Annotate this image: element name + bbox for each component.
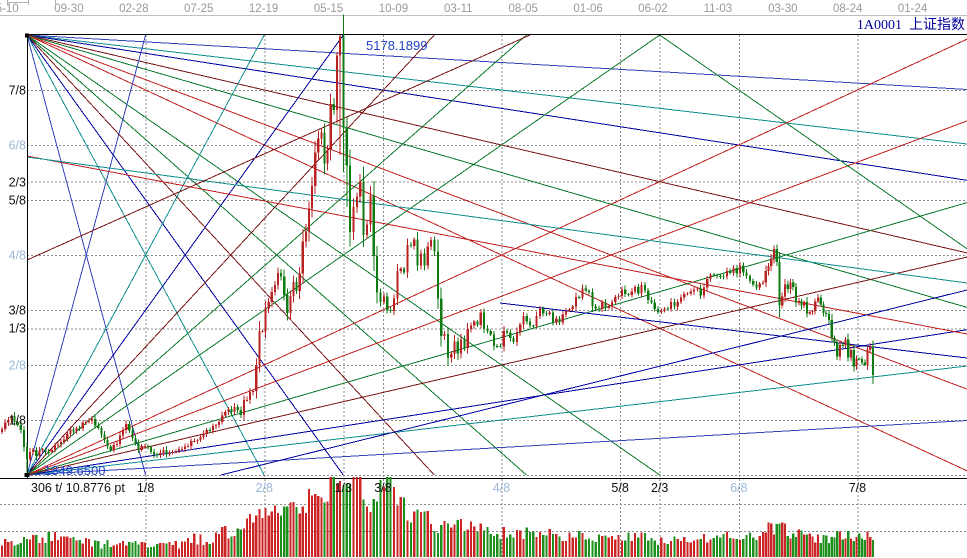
- svg-text:2/3: 2/3: [651, 481, 668, 495]
- svg-text:5178.1899: 5178.1899: [366, 38, 427, 53]
- svg-text:1/3: 1/3: [335, 481, 352, 495]
- svg-text:01-06: 01-06: [573, 3, 602, 15]
- svg-text:4/8: 4/8: [9, 249, 26, 263]
- svg-text:1/3: 1/3: [9, 322, 26, 336]
- svg-text:05-15: 05-15: [314, 3, 343, 15]
- svg-text:7/8: 7/8: [849, 481, 866, 495]
- svg-text:1/8: 1/8: [9, 414, 26, 428]
- svg-text:01-24: 01-24: [898, 3, 928, 15]
- svg-text:5/8: 5/8: [611, 481, 628, 495]
- svg-text:1/8: 1/8: [137, 481, 154, 495]
- svg-text:03-30: 03-30: [768, 3, 797, 15]
- svg-text:2/8: 2/8: [256, 481, 273, 495]
- svg-text:7/8: 7/8: [9, 84, 26, 98]
- svg-text:1849.6500: 1849.6500: [44, 463, 105, 478]
- svg-text:3/8: 3/8: [374, 481, 391, 495]
- svg-text:10-09: 10-09: [379, 3, 408, 15]
- svg-text:12-19: 12-19: [249, 3, 278, 15]
- svg-text:08-05: 08-05: [508, 3, 537, 15]
- svg-text:05-10: 05-10: [0, 3, 19, 15]
- svg-text:2/8: 2/8: [9, 359, 26, 373]
- svg-text:2/3: 2/3: [9, 176, 26, 190]
- svg-text:02-28: 02-28: [119, 3, 148, 15]
- svg-text:4/8: 4/8: [493, 481, 510, 495]
- svg-text:08-24: 08-24: [833, 3, 863, 15]
- svg-text:3/8: 3/8: [9, 304, 26, 318]
- svg-text:06-02: 06-02: [638, 3, 667, 15]
- svg-text:09-30: 09-30: [54, 3, 83, 15]
- svg-text:11-03: 11-03: [704, 3, 733, 15]
- svg-text:6/8: 6/8: [730, 481, 747, 495]
- svg-text:03-11: 03-11: [444, 3, 473, 15]
- svg-text:1A0001 上证指数: 1A0001 上证指数: [857, 17, 965, 33]
- svg-text:07-25: 07-25: [184, 3, 213, 15]
- svg-text:5/8: 5/8: [9, 194, 26, 208]
- svg-text:6/8: 6/8: [9, 139, 26, 153]
- svg-text:306 t/ 10.8776 pt: 306 t/ 10.8776 pt: [31, 481, 125, 495]
